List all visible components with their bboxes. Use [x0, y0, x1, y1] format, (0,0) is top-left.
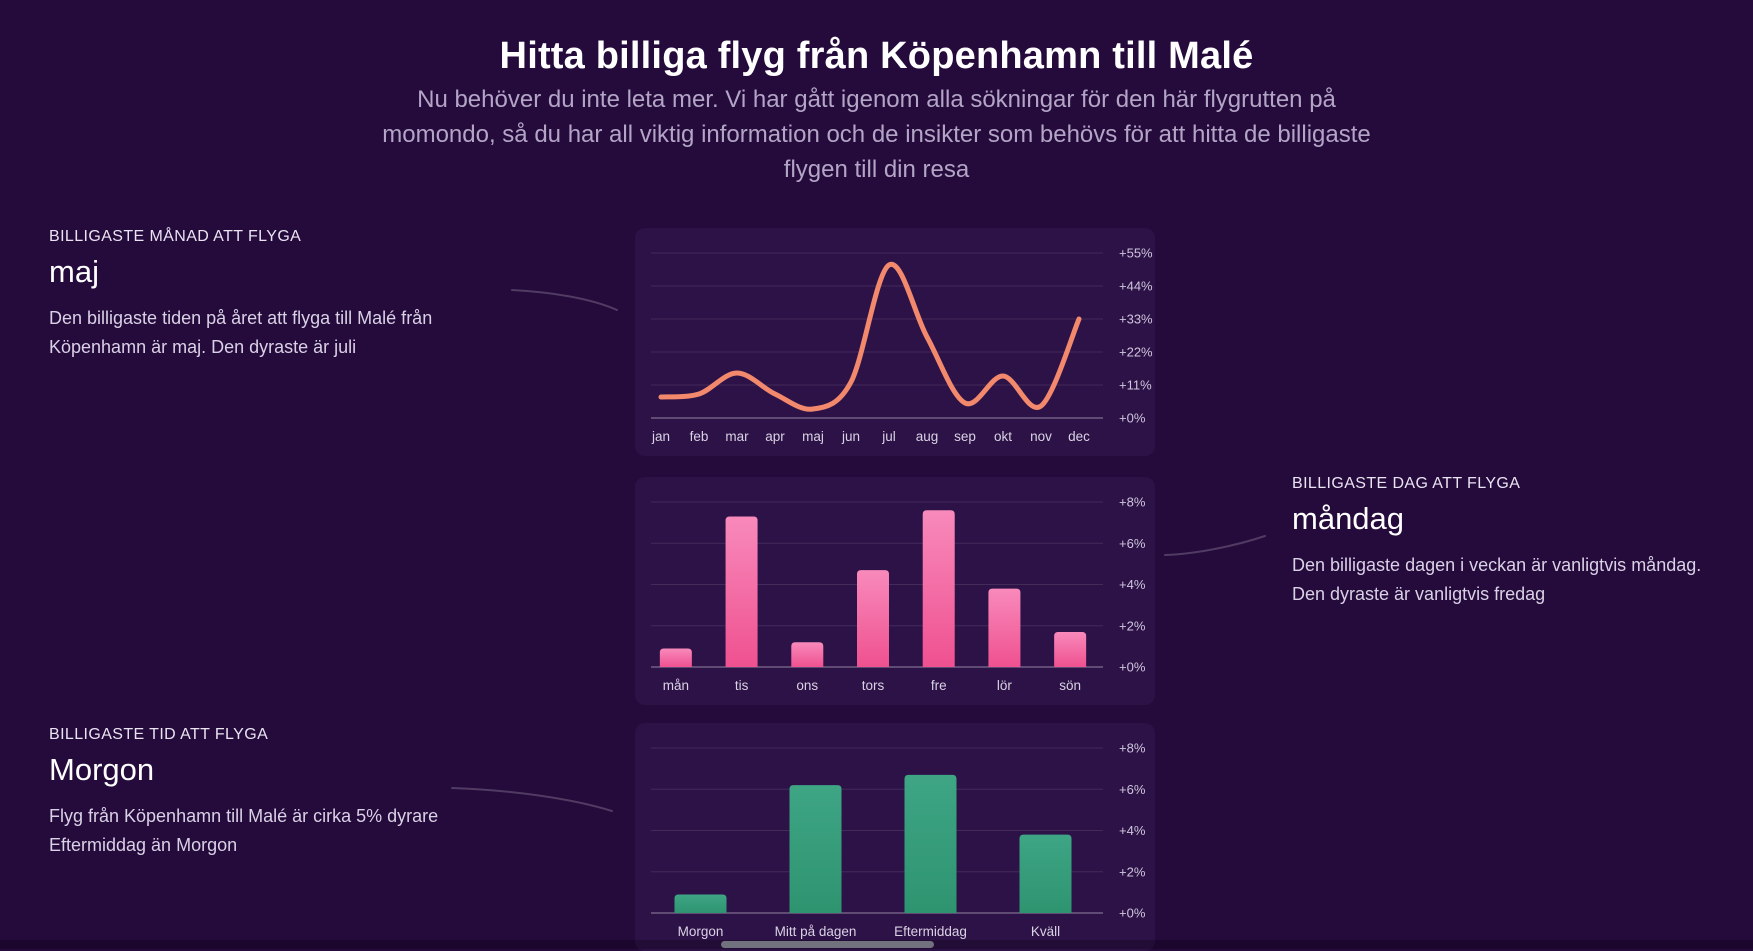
- bar-sön: [1054, 631, 1087, 667]
- subtitle-line: Nu behöver du inte leta mer. Vi har gått…: [417, 86, 1336, 113]
- insight-value: måndag: [1292, 501, 1405, 536]
- x-axis-category-label: apr: [765, 429, 785, 444]
- time-of-day-price-bar-chart: +0% +2% +4% +6% +8% Morgon Mitt på dagen Efterm…: [651, 741, 1146, 939]
- bar-tis: [725, 516, 758, 667]
- insight-description-line: Den dyraste är vanligtvis fredag: [1292, 584, 1546, 604]
- y-axis-tick-label: +2%: [1119, 864, 1146, 879]
- y-axis-tick-label: +0%: [1119, 660, 1146, 675]
- insight-description-line: Eftermiddag än Morgon: [49, 835, 238, 855]
- connector-curve-time: [451, 787, 613, 812]
- monthly-price-chart-card: +0% +11% +22% +33% +44% +55% jan feb mar apr maj ju…: [635, 228, 1155, 456]
- y-axis-tick-label: +6%: [1119, 536, 1146, 551]
- page-subtitle: Nu behöver du inte leta mer. Vi har gått…: [277, 82, 1477, 187]
- insight-label: BILLIGASTE TID ATT FLYGA: [49, 726, 269, 743]
- insight-description-line: Den billigaste tiden på året att flyga t…: [49, 308, 433, 328]
- x-axis-category-label: Kväll: [1031, 924, 1060, 939]
- weekday-price-bar-chart: +0% +2% +4% +6% +8% mån tis ons tors fre lör sön: [651, 495, 1146, 693]
- x-axis-category-label: okt: [994, 429, 1012, 444]
- x-axis-category-label: jan: [651, 429, 670, 444]
- subtitle-line: momondo, så du har all viktig informatio…: [382, 121, 1371, 148]
- x-axis-category-label: sep: [954, 429, 976, 444]
- horizontal-scrollbar-thumb[interactable]: [721, 941, 934, 948]
- connector-curve-day: [1164, 535, 1266, 556]
- insight-description: Den billigaste dagen i veckan är vanligt…: [1292, 551, 1701, 609]
- insight-value: maj: [49, 254, 99, 289]
- insight-cheapest-month: BILLIGASTE MÅNAD ATT FLYGA maj Den billi…: [49, 228, 432, 362]
- connector-curve-month: [511, 289, 618, 311]
- x-axis-category-label: maj: [802, 429, 824, 444]
- x-axis-category-label: fre: [931, 678, 947, 693]
- x-axis-category-label: Eftermiddag: [894, 924, 967, 939]
- insight-description-line: Köpenhamn är maj. Den dyraste är juli: [49, 337, 357, 357]
- bar-Eftermiddag: [904, 774, 957, 913]
- y-axis-tick-label: +22%: [1119, 345, 1153, 360]
- monthly-price-line-chart: +0% +11% +22% +33% +44% +55% jan feb mar apr maj ju…: [651, 246, 1153, 445]
- x-axis-category-label: jul: [881, 429, 896, 444]
- bar-lör: [988, 588, 1021, 667]
- x-axis-category-label: tis: [735, 678, 749, 693]
- x-axis-category-label: mån: [663, 678, 689, 693]
- insight-cheapest-time: BILLIGASTE TID ATT FLYGA Morgon Flyg frå…: [49, 726, 438, 860]
- bar-mån: [659, 648, 692, 667]
- page-title: Hitta billiga flyg från Köpenhamn till M…: [499, 35, 1254, 78]
- y-axis-tick-label: +4%: [1119, 577, 1146, 592]
- x-axis-category-label: lör: [997, 678, 1013, 693]
- x-axis-category-label: aug: [916, 429, 939, 444]
- x-axis-category-label: mar: [725, 429, 749, 444]
- bar-ons: [791, 642, 824, 667]
- bar-fre: [922, 510, 955, 667]
- subtitle-line: flygen till din resa: [783, 156, 970, 183]
- y-axis-tick-label: +0%: [1119, 411, 1146, 426]
- bar-Kväll: [1019, 834, 1072, 913]
- y-axis-tick-label: +8%: [1119, 741, 1146, 756]
- insight-description: Flyg från Köpenhamn till Malé är cirka 5…: [49, 802, 438, 860]
- bar-tors: [857, 570, 889, 667]
- insight-description-line: Flyg från Köpenhamn till Malé är cirka 5…: [49, 806, 439, 826]
- x-axis-category-label: jun: [841, 429, 860, 444]
- y-axis-tick-label: +33%: [1119, 312, 1153, 327]
- x-axis-category-label: nov: [1030, 429, 1052, 444]
- y-axis-tick-label: +0%: [1119, 906, 1146, 921]
- x-axis-category-label: tors: [862, 678, 885, 693]
- insight-label: BILLIGASTE DAG ATT FLYGA: [1292, 475, 1521, 492]
- insight-description-line: Den billigaste dagen i veckan är vanligt…: [1292, 555, 1702, 575]
- time-of-day-price-chart-card: +0% +2% +4% +6% +8% Morgon Mitt på dagen Efterm…: [635, 723, 1155, 951]
- bar-Mitt på dagen: [789, 785, 842, 913]
- y-axis-tick-label: +8%: [1119, 495, 1146, 510]
- bar-Morgon: [674, 894, 727, 913]
- insight-value: Morgon: [49, 752, 155, 787]
- x-axis-category-label: sön: [1059, 678, 1081, 693]
- y-axis-tick-label: +4%: [1119, 823, 1146, 838]
- y-axis-tick-label: +11%: [1119, 378, 1152, 393]
- x-axis-category-label: Mitt på dagen: [775, 924, 857, 939]
- weekday-price-chart-card: +0% +2% +4% +6% +8% mån tis ons tors fre lör sön: [635, 477, 1155, 705]
- x-axis-category-label: Morgon: [678, 924, 724, 939]
- insight-description: Den billigaste tiden på året att flyga t…: [49, 304, 432, 362]
- y-axis-tick-label: +6%: [1119, 782, 1146, 797]
- horizontal-scrollbar: [0, 940, 1753, 949]
- y-axis-tick-label: +2%: [1119, 618, 1146, 633]
- y-axis-tick-label: +55%: [1119, 246, 1153, 261]
- x-axis-category-label: feb: [690, 429, 709, 444]
- x-axis-category-label: dec: [1068, 429, 1090, 444]
- insight-label: BILLIGASTE MÅNAD ATT FLYGA: [49, 228, 302, 245]
- insight-cheapest-day: BILLIGASTE DAG ATT FLYGA måndag Den bill…: [1292, 475, 1701, 609]
- price-trend-line: [658, 262, 1082, 412]
- x-axis-category-label: ons: [796, 678, 818, 693]
- y-axis-tick-label: +44%: [1119, 279, 1153, 294]
